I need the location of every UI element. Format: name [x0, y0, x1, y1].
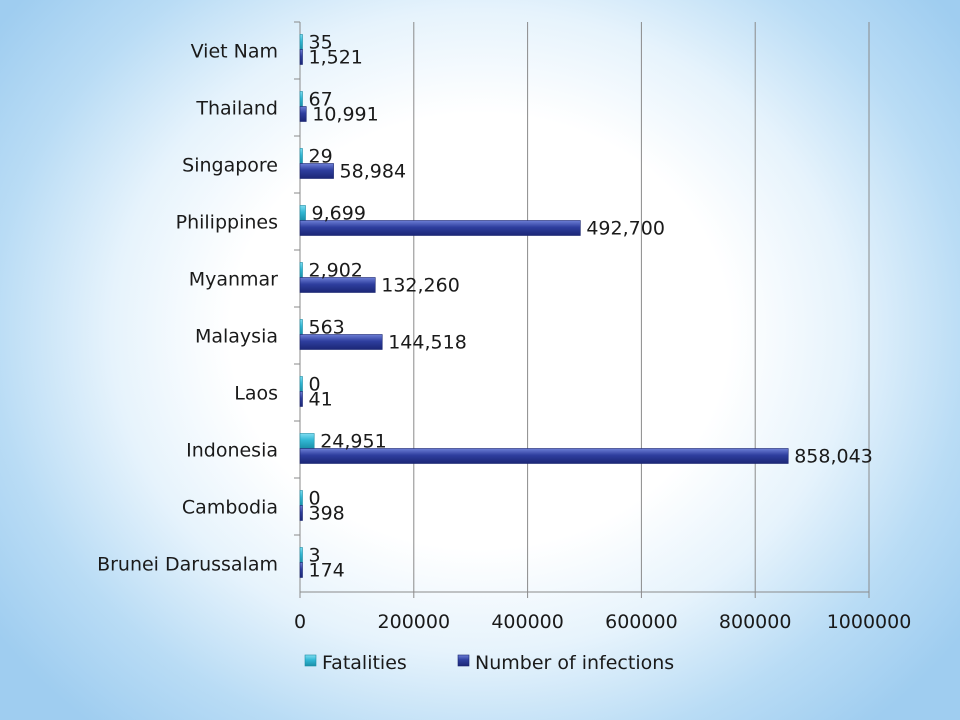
- infections-data-label: 858,043: [794, 446, 873, 468]
- category-label: Philippines: [176, 212, 278, 234]
- fatalities-bar: [299, 490, 303, 506]
- fatalities-bar: [299, 91, 303, 107]
- category-label: Indonesia: [186, 440, 278, 462]
- infections-data-label: 58,984: [340, 161, 406, 183]
- fatalities-data-label: 2,902: [309, 260, 363, 282]
- infections-bar: [299, 505, 303, 521]
- fatalities-data-label: 35: [309, 32, 333, 54]
- legend: Fatalities Number of infections: [304, 652, 674, 674]
- fatalities-data-label: 24,951: [320, 431, 386, 453]
- infections-bar: [299, 448, 789, 464]
- fatalities-bar: [299, 376, 303, 392]
- x-tick-label: 400000: [491, 611, 564, 633]
- x-tick-label: 1000000: [827, 611, 912, 633]
- category-label: Myanmar: [189, 269, 278, 291]
- legend-swatch-infections: [457, 654, 470, 667]
- infections-bar: [299, 277, 376, 293]
- fatalities-bar: [299, 319, 303, 335]
- bars: [299, 34, 789, 578]
- fatalities-data-label: 3: [309, 545, 321, 567]
- fatalities-data-label: 563: [309, 317, 345, 339]
- infections-data-label: 398: [309, 503, 345, 525]
- category-label: Cambodia: [182, 497, 278, 519]
- axes: [294, 21, 870, 598]
- fatalities-data-label: 29: [309, 146, 333, 168]
- category-label: Laos: [234, 383, 278, 405]
- fatalities-bar: [299, 205, 306, 221]
- x-tick-labels: 0 200000 400000 600000 800000 1000000: [294, 611, 911, 633]
- infections-data-label: 174: [309, 560, 345, 582]
- x-tick-label: 0: [294, 611, 306, 633]
- category-label: Singapore: [182, 155, 278, 177]
- fatalities-data-label: 0: [309, 374, 321, 396]
- infections-bar: [299, 391, 303, 407]
- fatalities-data-label: 67: [309, 89, 333, 111]
- infections-data-label: 144,518: [388, 332, 467, 354]
- x-tick-label: 600000: [605, 611, 678, 633]
- infections-data-label: 132,260: [381, 275, 460, 297]
- fatalities-data-label: 9,699: [312, 203, 366, 225]
- legend-label-infections: Number of infections: [475, 652, 674, 674]
- infections-bar: [299, 334, 383, 350]
- infections-bar: [299, 562, 303, 578]
- fatalities-bar: [299, 547, 303, 563]
- category-labels: Brunei Darussalam Cambodia Indonesia Laos Ma…: [97, 41, 278, 576]
- infections-data-label: 1,521: [309, 47, 363, 69]
- infections-data-label: 492,700: [586, 218, 665, 240]
- gridlines: [413, 22, 870, 592]
- legend-label-fatalities: Fatalities: [322, 652, 407, 674]
- legend-swatch-fatalities: [304, 654, 317, 667]
- fatalities-bar: [299, 262, 303, 278]
- fatalities-bar: [299, 433, 315, 449]
- category-label: Thailand: [195, 98, 278, 120]
- data-labels: 3174039824,951858,043041563144,5182,9021…: [309, 32, 873, 582]
- infections-data-label: 41: [309, 389, 333, 411]
- fatalities-bar: [299, 34, 303, 50]
- category-label: Viet Nam: [191, 41, 278, 63]
- category-label: Brunei Darussalam: [97, 554, 278, 576]
- x-tick-label: 200000: [378, 611, 451, 633]
- category-label: Malaysia: [195, 326, 278, 348]
- infections-bar: [299, 49, 303, 65]
- x-tick-label: 800000: [719, 611, 792, 633]
- infections-bar: [299, 106, 307, 122]
- infections-data-label: 10,991: [312, 104, 378, 126]
- fatalities-data-label: 0: [309, 488, 321, 510]
- infections-bar: [299, 163, 334, 179]
- infections-bar: [299, 220, 581, 236]
- fatalities-bar: [299, 148, 303, 164]
